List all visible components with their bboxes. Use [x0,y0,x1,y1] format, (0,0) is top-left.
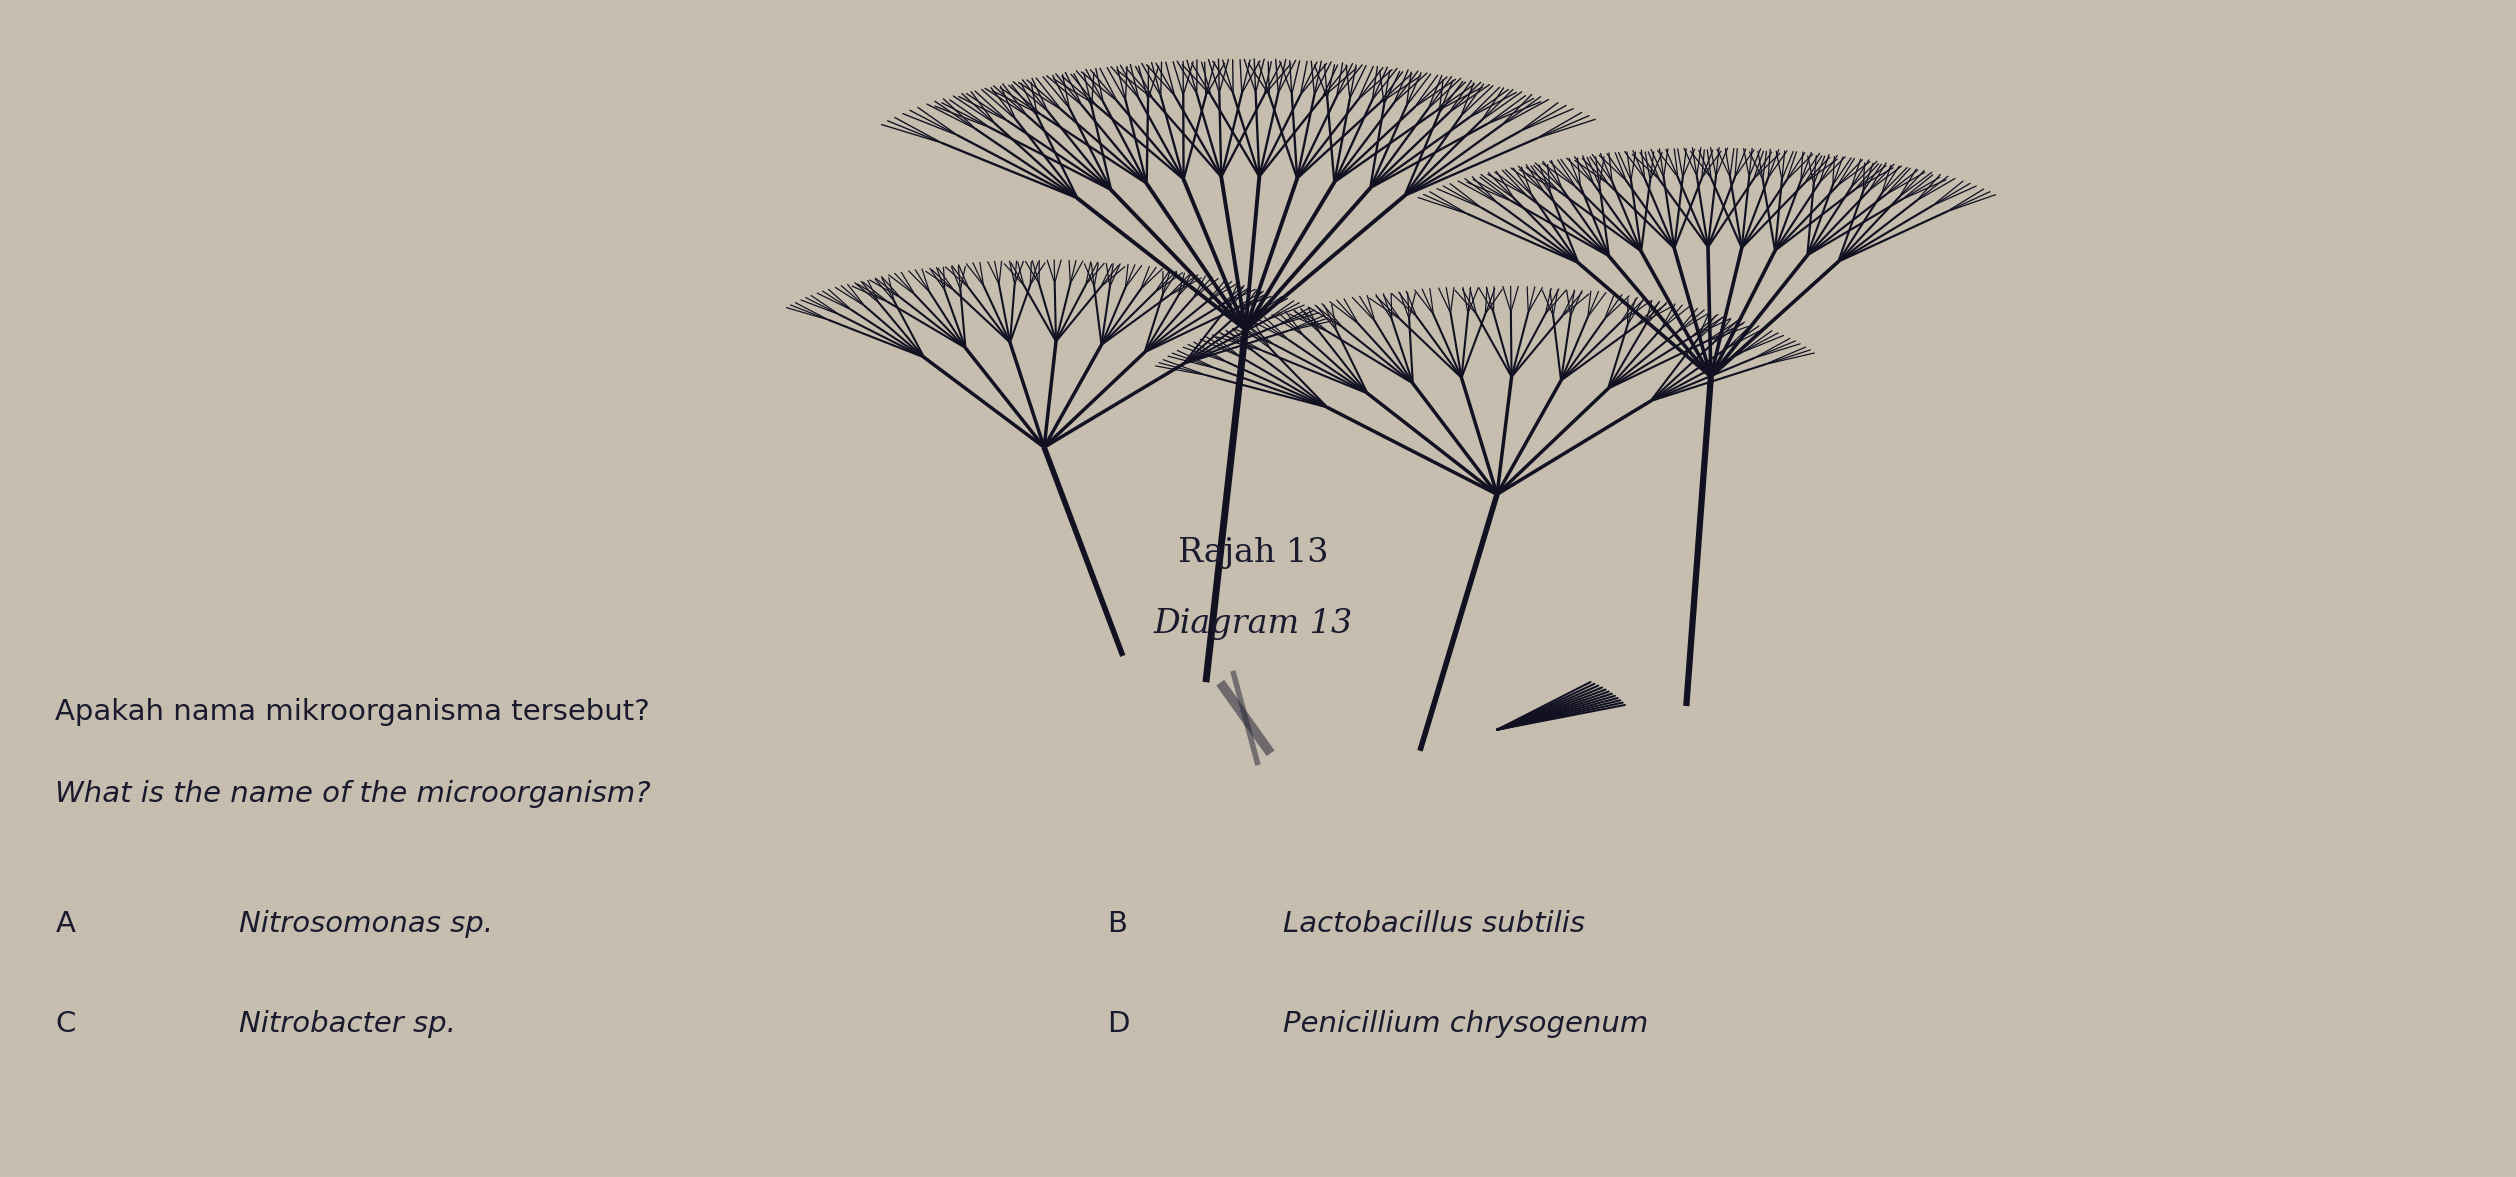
Text: B: B [1107,910,1127,938]
Text: Penicillium chrysogenum: Penicillium chrysogenum [1283,1010,1648,1038]
Text: Lactobacillus subtilis: Lactobacillus subtilis [1283,910,1585,938]
Text: What is the name of the microorganism?: What is the name of the microorganism? [55,780,652,809]
Text: C: C [55,1010,75,1038]
Text: Apakah nama mikroorganisma tersebut?: Apakah nama mikroorganisma tersebut? [55,698,649,726]
Text: Nitrosomonas sp.: Nitrosomonas sp. [239,910,493,938]
Text: Nitrobacter sp.: Nitrobacter sp. [239,1010,455,1038]
Text: Rajah 13: Rajah 13 [1177,537,1328,570]
Text: Diagram 13: Diagram 13 [1152,607,1354,640]
Text: D: D [1107,1010,1130,1038]
Text: A: A [55,910,75,938]
